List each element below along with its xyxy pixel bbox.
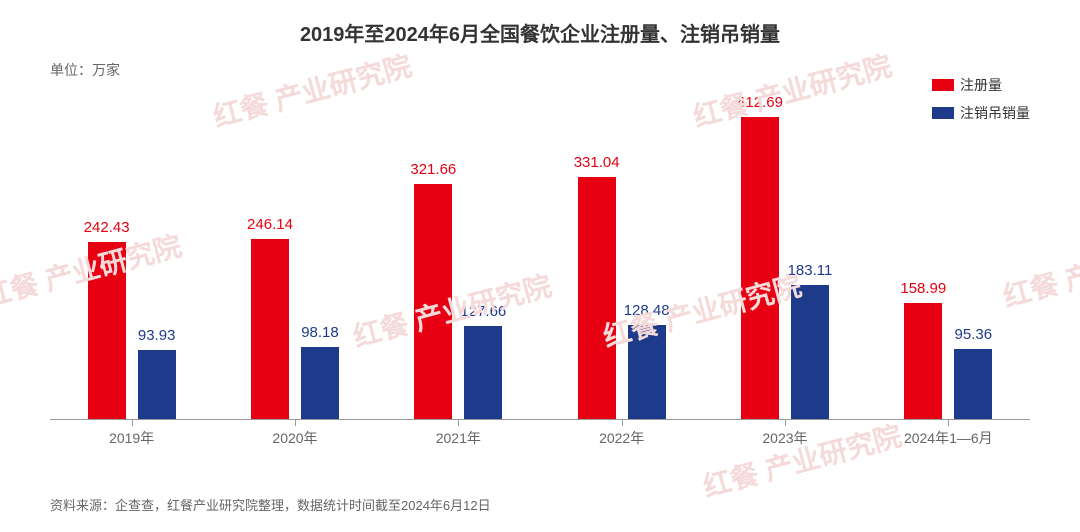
bar-cancelled <box>138 350 176 419</box>
bar-value-label: 93.93 <box>138 327 176 344</box>
bar-cancelled <box>464 326 502 419</box>
x-tick: 2021年 <box>377 420 540 450</box>
bar-group: 321.66 127.66 <box>377 90 540 419</box>
bar-wrap: 321.66 <box>414 90 452 419</box>
bar-registered <box>578 177 616 419</box>
x-tick: 2020年 <box>213 420 376 450</box>
bar-group: 412.69 183.11 <box>703 90 866 419</box>
chart-area: 242.43 93.93 246.14 98.18 321.66 127.66 331.04… <box>50 90 1030 450</box>
x-tick: 2022年 <box>540 420 703 450</box>
bar-wrap: 93.93 <box>138 90 176 419</box>
chart-title: 2019年至2024年6月全国餐饮企业注册量、注销吊销量 <box>0 0 1080 47</box>
bar-wrap: 242.43 <box>88 90 126 419</box>
bar-wrap: 158.99 <box>904 90 942 419</box>
bar-value-label: 127.66 <box>460 303 506 320</box>
bar-cancelled <box>954 349 992 419</box>
bar-registered <box>414 184 452 419</box>
bar-wrap: 246.14 <box>251 90 289 419</box>
bar-wrap: 127.66 <box>464 90 502 419</box>
bar-group: 331.04 128.48 <box>540 90 703 419</box>
bar-value-label: 412.69 <box>737 94 783 111</box>
bar-value-label: 95.36 <box>955 326 993 343</box>
bar-groups: 242.43 93.93 246.14 98.18 321.66 127.66 331.04… <box>50 90 1030 419</box>
bar-wrap: 128.48 <box>628 90 666 419</box>
bar-wrap: 183.11 <box>791 90 829 419</box>
bar-registered <box>904 303 942 419</box>
x-tick: 2019年 <box>50 420 213 450</box>
bar-registered <box>88 242 126 419</box>
bar-value-label: 128.48 <box>624 302 670 319</box>
bar-group: 242.43 93.93 <box>50 90 213 419</box>
bar-group: 158.99 95.36 <box>867 90 1030 419</box>
x-axis: 2019年2020年2021年2022年2023年2024年1—6月 <box>50 420 1030 450</box>
bar-value-label: 331.04 <box>574 154 620 171</box>
unit-label: 单位：万家 <box>50 60 120 80</box>
x-tick: 2024年1—6月 <box>867 420 1030 450</box>
bar-wrap: 95.36 <box>954 90 992 419</box>
source-note: 资料来源：企查查，红餐产业研究院整理，数据统计时间截至2024年6月12日 <box>50 495 491 514</box>
bar-value-label: 242.43 <box>84 219 130 236</box>
bar-cancelled <box>301 347 339 419</box>
bar-wrap: 331.04 <box>578 90 616 419</box>
bar-value-label: 321.66 <box>410 161 456 178</box>
bar-value-label: 98.18 <box>301 324 339 341</box>
bar-wrap: 412.69 <box>741 90 779 419</box>
bar-cancelled <box>628 325 666 419</box>
bar-value-label: 246.14 <box>247 216 293 233</box>
x-tick: 2023年 <box>703 420 866 450</box>
bar-cancelled <box>791 285 829 419</box>
bar-group: 246.14 98.18 <box>213 90 376 419</box>
bar-registered <box>741 117 779 419</box>
bar-wrap: 98.18 <box>301 90 339 419</box>
bar-value-label: 158.99 <box>900 280 946 297</box>
bar-value-label: 183.11 <box>788 262 833 279</box>
plot: 242.43 93.93 246.14 98.18 321.66 127.66 331.04… <box>50 90 1030 420</box>
bar-registered <box>251 239 289 419</box>
